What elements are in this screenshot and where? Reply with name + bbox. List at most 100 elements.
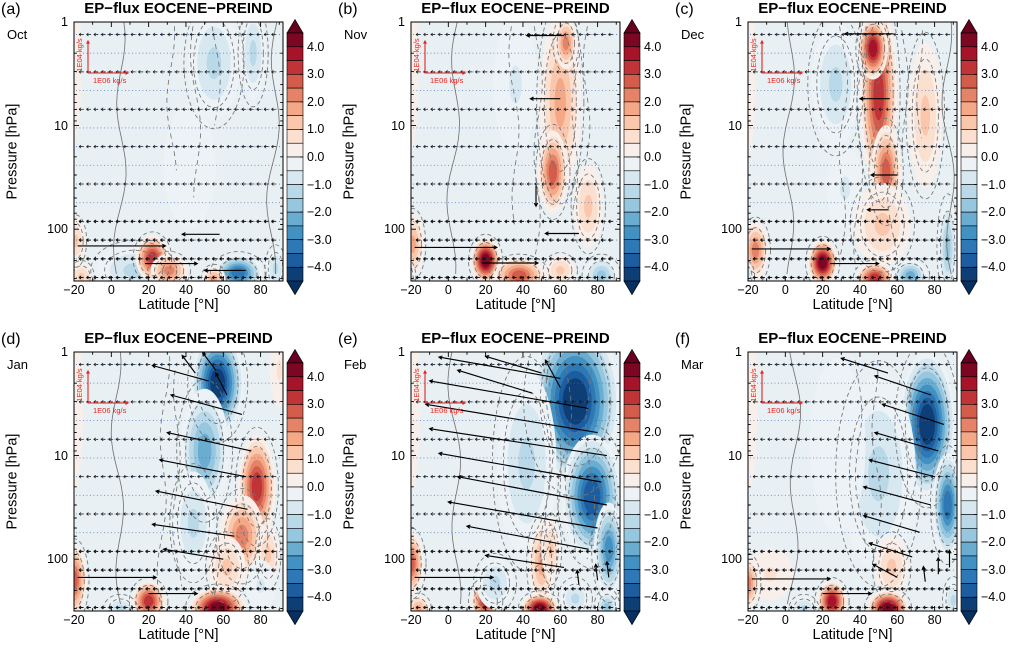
x-tick-label: 60 <box>216 283 231 297</box>
ep-flux-arrow-rows <box>78 362 276 610</box>
y-tick-label: 100 <box>721 222 742 237</box>
colorbar-tick-label: 3.0 <box>981 67 999 82</box>
y-tick-label: 10 <box>391 448 405 463</box>
y-tick-label: 100 <box>384 552 405 567</box>
ep-flux-arrow-rows <box>752 32 950 280</box>
ep-flux-arrow-rows <box>78 32 276 280</box>
colorbar-tick-label: −1.0 <box>307 507 332 522</box>
colorbar-tick-label: 3.0 <box>307 67 325 82</box>
ep-flux-arrow-rows <box>415 362 613 610</box>
x-tick-label: 80 <box>927 613 942 627</box>
x-tick-label: 60 <box>553 283 568 297</box>
y-tick-label: 100 <box>47 222 68 237</box>
vector-scale-legend <box>86 39 130 75</box>
colorbar-tick-label: −4.0 <box>307 590 332 605</box>
colorbar-tick-label: 1.0 <box>644 452 662 467</box>
colorbar-tick-label: 2.0 <box>644 424 662 439</box>
colorbar-tick-label: −3.0 <box>307 232 332 247</box>
colorbar-tick-label: 0.0 <box>981 480 999 495</box>
colorbar-tick-label: −3.0 <box>644 232 669 247</box>
anomaly-field <box>748 22 957 281</box>
y-axis-label: Pressure [hPa] <box>341 433 358 530</box>
colorbar <box>960 348 978 626</box>
x-tick-label: 20 <box>141 283 156 297</box>
axes <box>73 351 284 612</box>
colorbar-tick-label: −2.0 <box>644 535 669 550</box>
x-axis-label: Latitude [°N] <box>475 627 556 643</box>
axes <box>73 21 284 282</box>
y-tick-label: 1 <box>398 345 405 359</box>
x-tick-label: 40 <box>179 283 193 297</box>
colorbar-tick-label: 1.0 <box>644 122 662 137</box>
colorbar-tick-label: −3.0 <box>307 562 332 577</box>
colorbar-tick-label: 0.0 <box>307 150 325 165</box>
vector-scale-legend <box>423 369 467 405</box>
x-tick-label: −20 <box>63 613 85 627</box>
panel-letter: (e) <box>338 331 358 348</box>
panel-title: EP−flux EOCENE−PREIND <box>84 330 273 347</box>
panel-month-label: Feb <box>344 357 367 372</box>
x-tick-label: −20 <box>63 283 85 297</box>
vector-scale-vertical-label: 1E04 kg/s <box>749 38 758 72</box>
ep-flux-vectors <box>751 357 952 596</box>
panel-letter: (b) <box>338 1 358 18</box>
y-axis-label: Pressure [hPa] <box>341 103 358 200</box>
colorbar <box>286 18 304 296</box>
y-tick-label: 1 <box>735 345 742 359</box>
y-axis-label: Pressure [hPa] <box>4 103 21 200</box>
y-tick-label: 100 <box>384 222 405 237</box>
vector-scale-horizontal-label: 1E06 kg/s <box>430 406 464 415</box>
x-tick-label: 0 <box>107 613 115 627</box>
y-tick-label: 100 <box>47 552 68 567</box>
anomaly-field <box>411 22 620 281</box>
panel-title: EP−flux EOCENE−PREIND <box>758 330 947 347</box>
axes <box>747 21 958 282</box>
colorbar-tick-label: −3.0 <box>644 562 669 577</box>
y-tick-label: 10 <box>728 118 742 133</box>
anomaly-field <box>748 352 957 611</box>
colorbar-tick-label: 3.0 <box>644 67 662 82</box>
vector-scale-legend <box>760 369 804 405</box>
colorbar-tick-label: 4.0 <box>307 39 325 54</box>
x-tick-label: −20 <box>737 283 759 297</box>
colorbar-tick-label: 3.0 <box>981 397 999 412</box>
x-tick-label: 80 <box>253 283 268 297</box>
colorbar-tick-label: −3.0 <box>981 562 1006 577</box>
plot-canvas <box>73 348 304 626</box>
x-axis-label: Latitude [°N] <box>138 297 219 313</box>
x-tick-label: 0 <box>444 283 452 297</box>
panel-month-label: Jan <box>7 357 28 372</box>
colorbar-tick-label: −4.0 <box>644 260 669 275</box>
plot-canvas <box>410 18 641 296</box>
x-tick-label: 80 <box>590 613 605 627</box>
plot-canvas <box>410 348 641 626</box>
panel-month-label: Oct <box>7 27 28 42</box>
x-tick-label: 60 <box>890 613 905 627</box>
colorbar-tick-label: −1.0 <box>644 507 669 522</box>
colorbar-tick-label: 2.0 <box>307 94 325 109</box>
panel-month-label: Mar <box>681 357 704 372</box>
y-axis-label: Pressure [hPa] <box>4 433 21 530</box>
colorbar-tick-label: 4.0 <box>644 369 662 384</box>
colorbar <box>623 18 641 296</box>
colorbar-tick-label: 3.0 <box>307 397 325 412</box>
panel-letter: (f) <box>675 331 691 348</box>
x-tick-label: −20 <box>737 613 759 627</box>
panel-a: (a) Oct EP−flux EOCENE−PREIND Pressure [… <box>0 0 337 331</box>
x-tick-label: 0 <box>781 283 789 297</box>
colorbar-tick-label: 1.0 <box>307 122 325 137</box>
panel-title: EP−flux EOCENE−PREIND <box>421 0 610 17</box>
plot-canvas <box>747 18 978 296</box>
colorbar-tick-label: 3.0 <box>644 397 662 412</box>
anomaly-field <box>411 352 620 611</box>
axes <box>410 21 621 282</box>
vector-scale-vertical-label: 1E04 kg/s <box>412 368 421 402</box>
y-axis-label: Pressure [hPa] <box>678 433 695 530</box>
x-tick-label: 20 <box>478 283 493 297</box>
y-tick-label: 10 <box>391 118 405 133</box>
x-tick-label: 60 <box>553 613 568 627</box>
y-tick-label: 10 <box>54 118 68 133</box>
colorbar-tick-label: −3.0 <box>981 232 1006 247</box>
ep-flux-vectors <box>414 355 610 585</box>
panel-letter: (c) <box>675 1 694 18</box>
